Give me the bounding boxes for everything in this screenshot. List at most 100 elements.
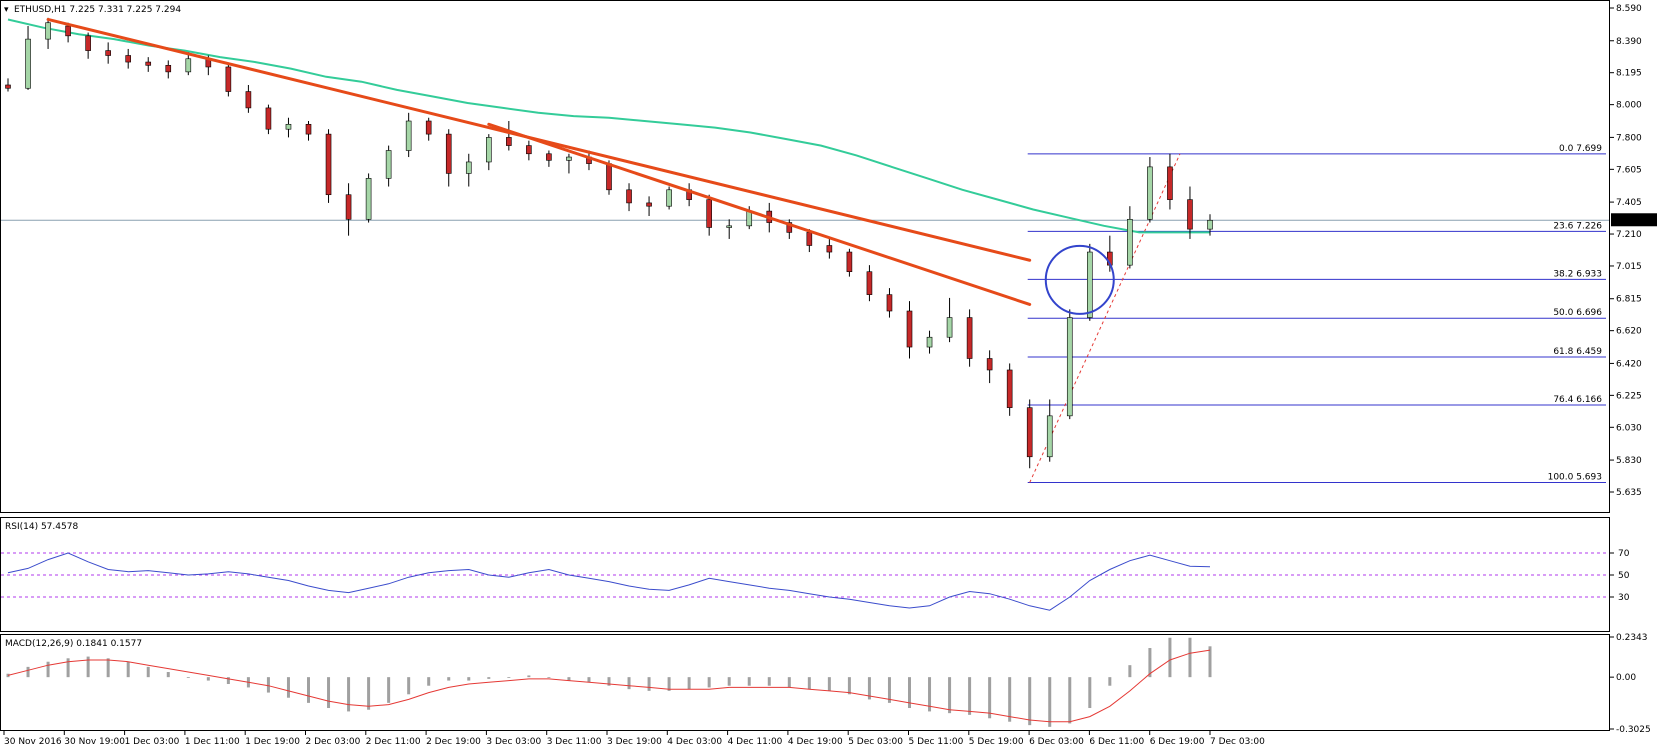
time-tick-label: 30 Nov 19:00	[64, 737, 125, 746]
rsi-line	[7, 552, 1211, 611]
macd-histogram-bar	[407, 677, 411, 695]
bear-candle	[826, 245, 833, 253]
macd-histogram-bar	[66, 658, 70, 678]
macd-histogram-bar	[948, 677, 952, 714]
current-price-box	[1611, 213, 1657, 227]
bull-candle	[1046, 415, 1053, 458]
macd-histogram-bar	[206, 677, 210, 681]
candlesticks	[5, 17, 1213, 469]
macd-histogram-bar	[727, 677, 731, 686]
price-tick-label: 7.605	[1616, 165, 1642, 175]
price-tick-label: 8.590	[1616, 4, 1642, 14]
macd-histogram-bar	[1208, 646, 1212, 678]
fib-level-label: 23.6 7.226	[1553, 221, 1602, 231]
fib-anchor-line	[1029, 153, 1181, 483]
bear-candle	[846, 251, 853, 273]
time-tick-label: 6 Dec 19:00	[1150, 737, 1205, 746]
breakout-circle	[1044, 244, 1115, 315]
price-tick-label: 8.390	[1616, 37, 1642, 47]
price-tick-label: 6.225	[1616, 391, 1642, 401]
bull-candle	[405, 120, 412, 151]
macd-histogram-bar	[847, 677, 851, 695]
bear-candle	[646, 202, 652, 207]
bear-candle	[526, 145, 532, 155]
fib-level-label: 50.0 6.696	[1553, 308, 1602, 318]
bear-candle	[305, 123, 312, 135]
macd-histogram-bar	[1148, 648, 1152, 678]
bull-candle	[185, 58, 192, 73]
macd-histogram-bar	[747, 677, 751, 686]
macd-histogram-bar	[887, 677, 891, 703]
rsi-indicator: 70 50 30	[1, 549, 1630, 611]
macd-histogram-bar	[968, 677, 972, 715]
symbol-arrow-icon: ▾	[4, 5, 9, 15]
bull-candle	[465, 161, 472, 174]
bear-candle	[866, 271, 873, 295]
bear-candle	[325, 133, 332, 196]
bear-candle	[85, 35, 91, 51]
fib-level-label: 76.4 6.166	[1553, 395, 1602, 405]
bear-candle	[345, 194, 352, 220]
macd-histogram-bar	[1028, 677, 1032, 726]
bear-candle	[706, 199, 712, 228]
bear-candle	[906, 310, 913, 348]
macd-histogram-bar	[226, 677, 230, 685]
moving-average	[7, 18, 1210, 234]
macd-histogram-bar	[427, 677, 431, 686]
fib-level-label: 0.0 7.699	[1559, 144, 1602, 154]
price-tick-label: 8.195	[1616, 69, 1642, 79]
macd-histogram-bar	[26, 666, 30, 678]
macd-histogram-bar	[647, 677, 651, 691]
price-tick-label: 7.015	[1616, 262, 1642, 272]
symbol-label: ETHUSD,H1 7.225 7.331 7.225 7.294	[14, 5, 181, 15]
macd-signal-line	[7, 649, 1211, 723]
macd-histogram-bar	[1108, 677, 1112, 686]
moving-average-line	[7, 18, 1210, 234]
time-tick-label: 3 Dec 11:00	[547, 737, 602, 746]
macd-histogram-bar	[46, 661, 50, 678]
macd-histogram-bar	[1168, 637, 1172, 678]
macd-histogram-bar	[1128, 665, 1132, 678]
macd-histogram-bar	[106, 658, 110, 678]
bear-candle	[626, 189, 632, 204]
macd-label: MACD(12,26,9) 0.1841 0.1577	[5, 639, 142, 649]
rsi-tick-label: 50	[1618, 571, 1630, 581]
fib-level-label: 61.8 6.459	[1553, 347, 1602, 357]
macd-histogram-bar	[307, 677, 310, 703]
macd-histogram-bar	[166, 672, 170, 678]
macd-histogram-bar	[988, 677, 992, 719]
annotations	[1044, 244, 1115, 315]
bear-candle	[1006, 369, 1013, 408]
price-tick-label: 6.420	[1616, 359, 1642, 369]
time-axis: 30 Nov 2016 30 Nov 19:00 1 Dec 03:00 1 Dec …	[3, 731, 1265, 746]
fib-level-label: 38.2 6.933	[1553, 269, 1602, 279]
bull-candle	[1147, 166, 1153, 220]
bull-candle	[385, 150, 392, 179]
time-tick-label: 5 Dec 03:00	[848, 737, 903, 746]
macd-histogram-bar	[867, 677, 871, 700]
macd-histogram-bar	[607, 677, 611, 686]
time-tick-label: 1 Dec 19:00	[245, 737, 300, 746]
bear-candle	[886, 294, 893, 312]
bear-candle	[1187, 199, 1193, 230]
macd-histogram-bar	[186, 677, 190, 678]
macd-histogram-bar	[1008, 677, 1012, 722]
bear-candle	[425, 120, 432, 135]
macd-histogram-bar	[387, 677, 391, 703]
macd-histogram-bar	[627, 677, 631, 690]
bear-candle	[65, 25, 71, 37]
time-tick-label: 4 Dec 19:00	[788, 737, 843, 746]
macd-histogram-bar	[827, 677, 831, 691]
bull-candle	[726, 225, 733, 228]
time-tick-label: 2 Dec 19:00	[426, 737, 481, 746]
macd-histogram-bar	[347, 677, 351, 712]
macd-histogram-bar	[807, 677, 811, 690]
macd-tick-label: 0.00	[1616, 673, 1636, 683]
price-tick-label: 7.800	[1616, 133, 1642, 143]
macd-histogram-bar	[467, 677, 471, 681]
trendline-lower	[487, 122, 1032, 306]
macd-histogram-bar	[507, 677, 511, 678]
macd-histogram-bar	[707, 677, 711, 688]
time-tick-label: 3 Dec 03:00	[486, 737, 541, 746]
